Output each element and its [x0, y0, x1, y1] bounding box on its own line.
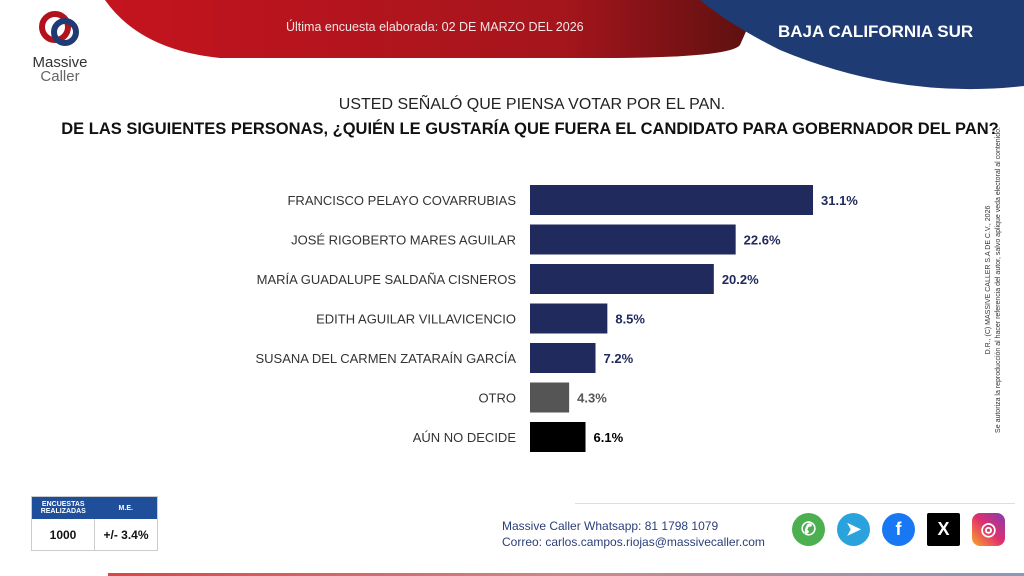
data-label: 22.6% [744, 233, 781, 248]
category-label: FRANCISCO PELAYO COVARRUBIAS [287, 193, 516, 208]
massive-caller-logo: Massive Caller [20, 10, 100, 84]
x-icon[interactable]: X [927, 513, 960, 546]
surveys-header: ENCUESTAS REALIZADAS [40, 501, 86, 515]
category-label: JOSÉ RIGOBERTO MARES AGUILAR [291, 233, 516, 248]
category-label: MARÍA GUADALUPE SALDAÑA CISNEROS [257, 272, 517, 287]
category-label: EDITH AGUILAR VILLAVICENCIO [316, 312, 516, 327]
stats-table: ENCUESTAS REALIZADAS M.E. 1000 +/- 3.4% [31, 496, 158, 551]
brand-name-2: Caller [40, 68, 80, 85]
facebook-icon[interactable]: f [882, 513, 915, 546]
category-label: AÚN NO DECIDE [413, 430, 517, 445]
category-label: SUSANA DEL CARMEN ZATARAÍN GARCÍA [255, 351, 516, 366]
logo-icon [39, 11, 79, 46]
contact-info: Massive Caller Whatsapp: 81 1798 1079 Co… [502, 518, 765, 550]
survey-date: Última encuesta elaborada: 02 DE MARZO D… [286, 20, 584, 34]
brand-name: Massive [32, 54, 88, 71]
whatsapp-icon[interactable]: ✆ [792, 513, 825, 546]
copyright-notice: D.R., (C) MASSIVE CALLER S.A DE C.V., 20… [984, 90, 1004, 470]
bottom-stripe [108, 573, 1024, 576]
bar [530, 185, 814, 215]
instagram-icon[interactable]: ◎ [972, 513, 1005, 546]
divider [575, 503, 1015, 504]
email-contact: Correo: carlos.campos.riojas@massivecall… [502, 535, 765, 549]
whatsapp-contact: Massive Caller Whatsapp: 81 1798 1079 [502, 519, 719, 533]
surveys-value: 1000 [32, 519, 95, 551]
region-title: BAJA CALIFORNIA SUR [778, 22, 974, 41]
margin-header: M.E. [118, 504, 133, 512]
bar [530, 264, 714, 294]
bar [530, 343, 596, 373]
telegram-icon[interactable]: ➤ [837, 513, 870, 546]
copyright-disclaimer: Se autoriza la reproducción al hacer ref… [995, 127, 1002, 433]
question-intro: USTED SEÑALÓ QUE PIENSA VOTAR POR EL PAN… [338, 96, 726, 113]
data-label: 31.1% [821, 193, 858, 208]
data-label: 8.5% [615, 312, 645, 327]
data-label: 6.1% [594, 430, 624, 445]
question-title: DE LAS SIGUIENTES PERSONAS, ¿QUIÉN LE GU… [61, 120, 999, 138]
data-label: 4.3% [577, 391, 607, 406]
copyright-line: D.R., (C) MASSIVE CALLER S.A DE C.V., 20… [985, 205, 992, 355]
data-label: 7.2% [604, 351, 634, 366]
data-label: 20.2% [722, 272, 759, 287]
header-banner [105, 0, 1024, 90]
margin-value: +/- 3.4% [103, 528, 149, 542]
category-label: OTRO [478, 391, 516, 406]
bar [530, 303, 608, 334]
bar [530, 382, 570, 413]
bar [530, 224, 736, 255]
bar [530, 422, 586, 452]
